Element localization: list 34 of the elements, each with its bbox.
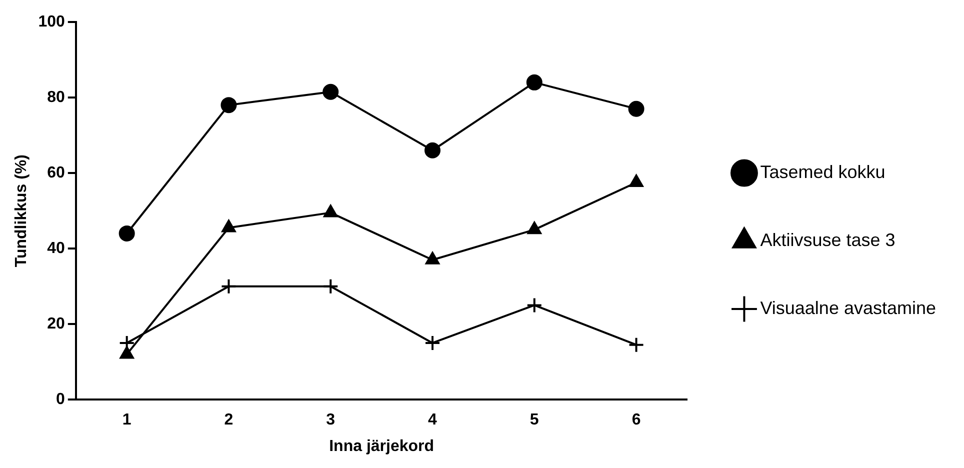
legend-label: Visuaalne avastamine — [760, 298, 936, 318]
y-tick-label: 100 — [38, 13, 65, 30]
x-tick-label: 2 — [224, 412, 234, 429]
legend-label: Aktiivsuse tase 3 — [760, 230, 896, 250]
legend-label: Tasemed kokku — [760, 162, 886, 182]
point — [222, 220, 236, 232]
point — [322, 278, 339, 294]
point — [628, 100, 644, 117]
point — [324, 204, 338, 218]
x-tick-label: 6 — [632, 412, 641, 429]
point — [526, 297, 542, 314]
point — [322, 84, 339, 100]
point — [425, 252, 440, 264]
point — [526, 74, 542, 90]
x-tick-label: 1 — [122, 412, 132, 429]
point — [220, 278, 237, 294]
y-tick-label: 80 — [47, 88, 65, 106]
point — [120, 346, 134, 359]
y-tick-label: 40 — [47, 240, 65, 257]
point — [424, 142, 440, 158]
point — [118, 225, 135, 242]
y-tick-label: 60 — [47, 164, 65, 182]
x-tick-label: 4 — [428, 412, 438, 429]
point — [527, 222, 542, 234]
point — [424, 334, 440, 351]
x-tick-label: 3 — [326, 412, 336, 429]
point — [629, 174, 644, 187]
x-axis-title: Inna järjekord — [329, 438, 434, 455]
y-tick-label: 20 — [47, 315, 65, 332]
point — [220, 97, 237, 114]
y-tick-label: 0 — [56, 391, 65, 408]
y-axis-title: Tundlikkus (%) — [13, 154, 30, 268]
point — [628, 336, 644, 353]
x-tick-label: 5 — [530, 412, 539, 429]
